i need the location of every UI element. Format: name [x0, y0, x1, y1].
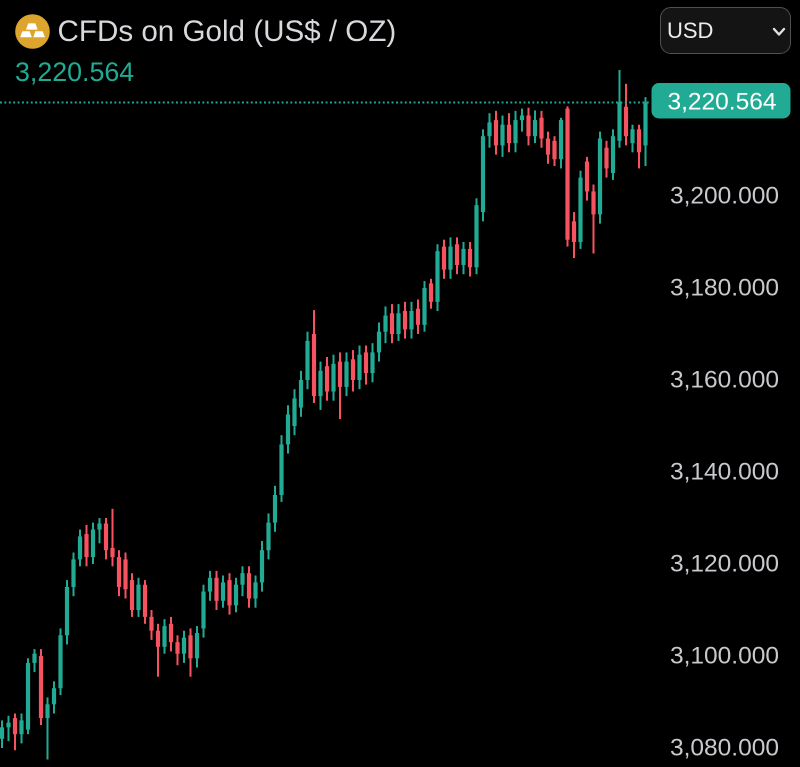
svg-text:3,080.000: 3,080.000	[670, 735, 779, 762]
svg-text:3,160.000: 3,160.000	[670, 367, 779, 394]
svg-text:3,200.000: 3,200.000	[670, 183, 779, 210]
svg-text:3,100.000: 3,100.000	[670, 643, 779, 670]
svg-text:3,220.564: 3,220.564	[668, 89, 777, 116]
svg-text:3,140.000: 3,140.000	[670, 459, 779, 486]
svg-text:3,180.000: 3,180.000	[670, 275, 779, 302]
svg-text:3,120.000: 3,120.000	[670, 551, 779, 578]
